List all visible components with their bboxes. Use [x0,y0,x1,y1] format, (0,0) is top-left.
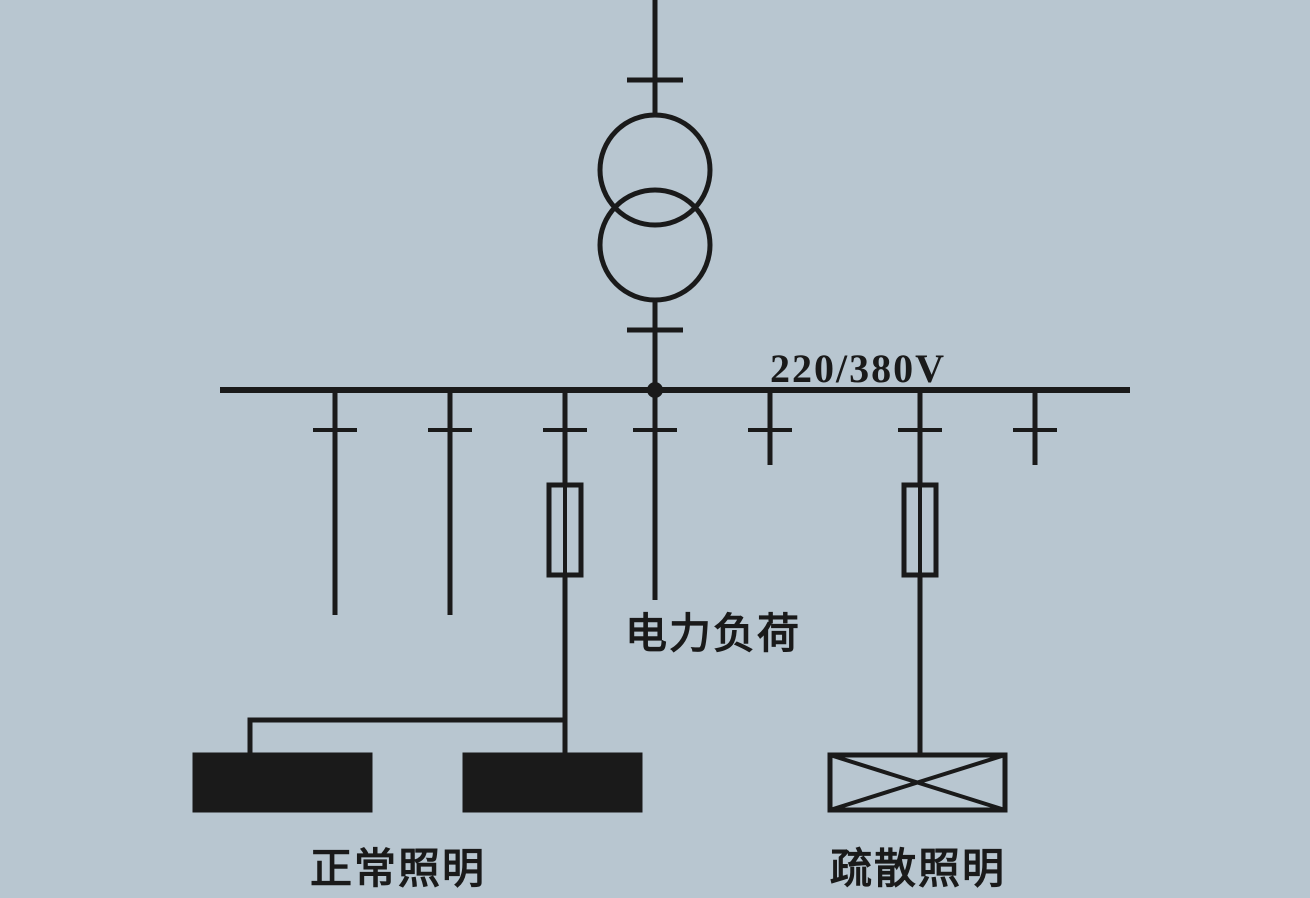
evacuation-lighting-label: 疏散照明 [830,835,1006,896]
power-load-label: 电力负荷 [625,600,801,661]
busbar-voltage-label: 220/380V [770,345,946,392]
normal-lighting-connector [250,720,565,755]
normal-lighting-box-0 [195,755,370,810]
normal-lighting-label: 正常照明 [310,835,486,896]
electrical-single-line-diagram [0,0,1310,898]
transformer-winding-secondary [600,190,710,300]
normal-lighting-box-1 [465,755,640,810]
